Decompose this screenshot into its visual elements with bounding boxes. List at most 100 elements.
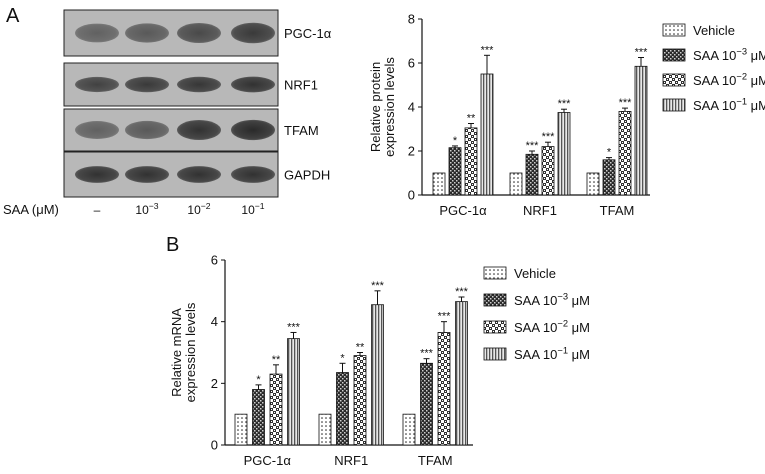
bar	[557, 112, 571, 196]
legend-swatch	[483, 266, 507, 280]
lane-label: –	[94, 203, 101, 217]
western-blot: PGC-1α NRF1 TFAM GAPDH SAA (μM) – 10−3 10−2 10−1	[3, 9, 332, 217]
significance-label: ***	[526, 140, 540, 152]
y-tick-label: 0	[211, 438, 218, 453]
legend-protein: Vehicle SAA 10−3 μM SAA 10−2 μM SAA 10−1 μM	[662, 23, 765, 113]
significance-label: *	[256, 374, 261, 386]
y-tick-label: 4	[211, 314, 218, 329]
y-tick-label: 4	[408, 100, 415, 115]
legend-swatch	[662, 73, 686, 87]
legend-label: Vehicle	[514, 266, 556, 281]
bar	[464, 127, 478, 196]
blot-band	[75, 23, 119, 43]
y-tick-label: 0	[408, 188, 415, 203]
y-tick-label: 2	[408, 144, 415, 159]
significance-label: **	[467, 113, 476, 125]
bar	[420, 362, 433, 446]
significance-label: ***	[619, 97, 633, 109]
lane-label: 10−3	[135, 201, 158, 217]
significance-label: ***	[558, 98, 572, 110]
x-tick-label: TFAM	[600, 203, 635, 218]
bar	[252, 389, 265, 446]
bar	[509, 172, 523, 196]
legend-swatch	[483, 347, 507, 361]
blot-row-label: GAPDH	[284, 168, 330, 183]
bar	[371, 304, 384, 446]
bar	[455, 301, 468, 446]
x-tick-label: NRF1	[523, 203, 557, 218]
bar	[336, 372, 349, 446]
y-tick-label: 8	[408, 12, 415, 27]
y-axis-label: Relative proteinexpression levels	[368, 57, 397, 157]
legend-label: SAA 10−1 μM	[514, 346, 590, 362]
significance-label: *	[453, 135, 458, 147]
blot-band	[177, 23, 221, 43]
bar	[269, 373, 283, 446]
bar	[353, 355, 367, 446]
blot-row-label: PGC-1α	[284, 26, 332, 41]
blot-band	[125, 76, 169, 93]
significance-label: *	[340, 352, 345, 364]
bar	[586, 172, 600, 196]
blot-band	[231, 166, 275, 183]
significance-label: **	[272, 354, 281, 366]
significance-label: ***	[542, 131, 556, 143]
lane-label: 10−1	[241, 201, 264, 217]
significance-label: ***	[371, 280, 385, 292]
blot-band	[177, 166, 221, 183]
y-tick-label: 6	[408, 56, 415, 71]
bar	[480, 73, 494, 196]
bar	[437, 332, 451, 446]
legend-label: SAA 10−2 μM	[693, 72, 765, 88]
blot-band	[125, 23, 169, 43]
blot-band	[177, 120, 221, 140]
bar	[234, 413, 248, 446]
x-tick-label: NRF1	[334, 453, 368, 468]
panel-label-b: B	[166, 234, 179, 256]
bar	[634, 65, 648, 196]
bar	[541, 146, 555, 196]
significance-label: ***	[420, 348, 434, 360]
legend-label: SAA 10−2 μM	[514, 319, 590, 335]
blot-row-label: NRF1	[284, 78, 318, 93]
significance-label: ***	[635, 47, 649, 59]
significance-label: *	[607, 147, 612, 159]
y-tick-label: 6	[211, 253, 218, 268]
bar	[525, 153, 539, 196]
bar	[402, 413, 416, 446]
significance-label: ***	[287, 321, 301, 333]
blot-band	[231, 22, 275, 44]
blot-band	[75, 166, 119, 183]
legend-swatch	[483, 320, 507, 334]
x-tick-label: TFAM	[418, 453, 453, 468]
bar	[432, 172, 446, 196]
x-tick-label: PGC-1α	[244, 453, 292, 468]
significance-label: ***	[481, 44, 495, 56]
blot-band	[125, 166, 169, 183]
legend-mrna: Vehicle SAA 10−3 μM SAA 10−2 μM SAA 10−1 μM	[483, 266, 590, 362]
y-axis-label: Relative mRNAexpression levels	[169, 302, 198, 402]
legend-label: SAA 10−3 μM	[693, 47, 765, 63]
panel-label-a: A	[6, 5, 20, 27]
legend-swatch	[662, 48, 686, 62]
blot-band	[231, 76, 275, 93]
legend-label: Vehicle	[693, 23, 735, 38]
legend-swatch	[483, 293, 507, 307]
legend-label: SAA 10−1 μM	[693, 97, 765, 113]
blot-band	[231, 119, 275, 141]
bar	[318, 413, 332, 446]
treatment-label: SAA (μM)	[3, 202, 59, 217]
blot-row-label: TFAM	[284, 123, 319, 138]
bar	[448, 147, 462, 196]
bar	[618, 111, 632, 196]
significance-label: ***	[455, 286, 469, 298]
legend-label: SAA 10−3 μM	[514, 292, 590, 308]
legend-swatch	[662, 23, 686, 37]
lane-label: 10−2	[187, 201, 210, 217]
blot-band	[125, 120, 169, 140]
blot-band	[75, 121, 119, 139]
y-tick-label: 2	[211, 376, 218, 391]
